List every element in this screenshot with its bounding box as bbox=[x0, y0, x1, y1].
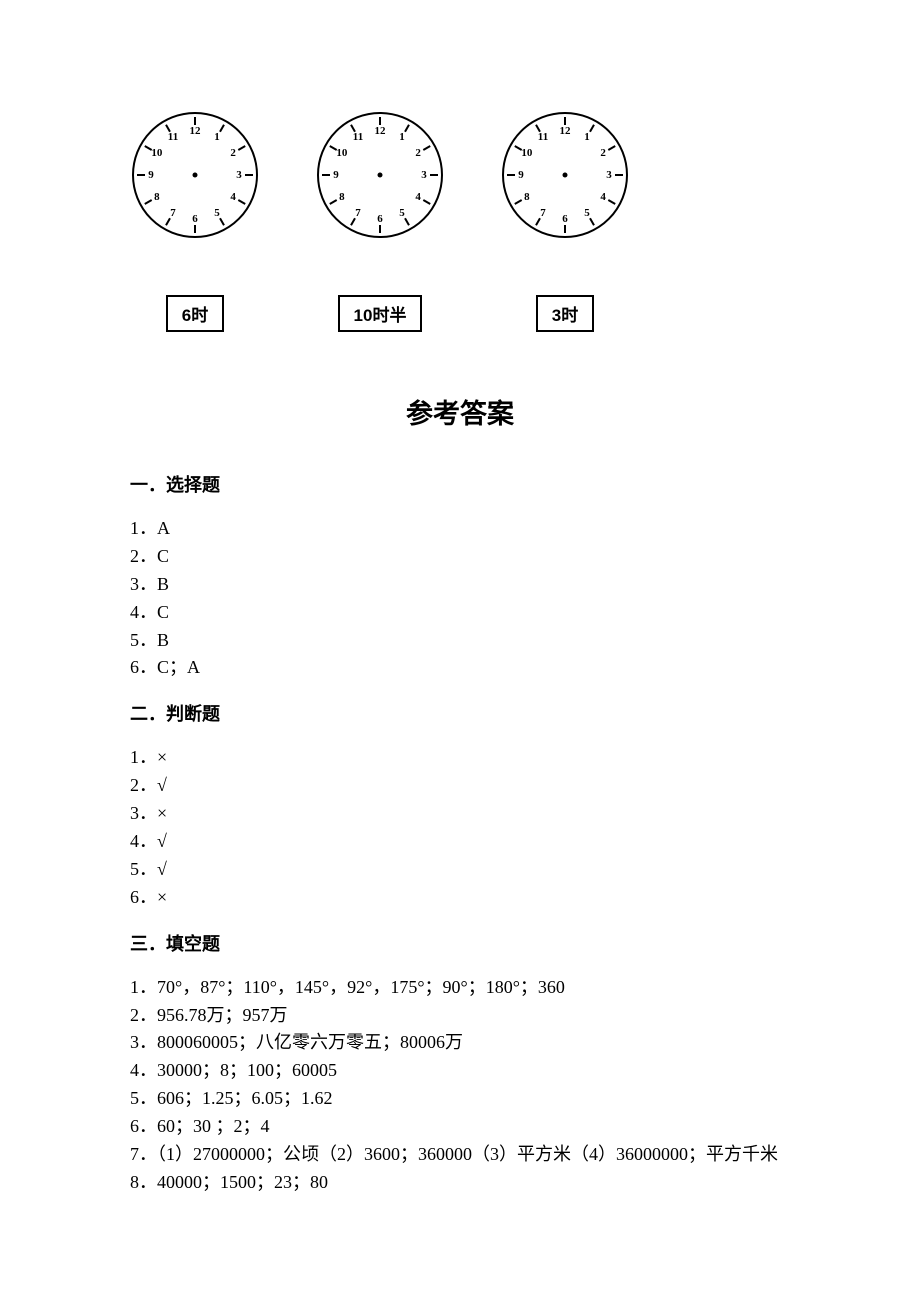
clock-face-2: 123456789101112 bbox=[315, 110, 445, 240]
answer-item: 8．40000；1500；23；80 bbox=[130, 1169, 790, 1197]
section-heading: 三．填空题 bbox=[130, 930, 790, 956]
answer-list: 1．70°，87°；110°，145°，92°，175°；90°；180°；36… bbox=[130, 974, 790, 1197]
clock-face-3: 123456789101112 bbox=[500, 110, 630, 240]
clock-2: 123456789101112 bbox=[315, 110, 445, 240]
answer-item: 2．√ bbox=[130, 772, 790, 800]
svg-text:10: 10 bbox=[521, 147, 533, 159]
clock-label-slot-2: 10时半 bbox=[315, 295, 445, 332]
svg-text:4: 4 bbox=[415, 191, 421, 203]
clock-label-1: 6时 bbox=[166, 295, 224, 332]
answer-item: 7．（1）27000000；公顷（2）3600；360000（3）平方米（4）3… bbox=[130, 1141, 790, 1169]
svg-text:4: 4 bbox=[600, 191, 606, 203]
section-heading: 二．判断题 bbox=[130, 700, 790, 726]
section-heading: 一．选择题 bbox=[130, 471, 790, 497]
answer-item: 6．× bbox=[130, 884, 790, 912]
svg-text:6: 6 bbox=[562, 213, 568, 225]
svg-text:2: 2 bbox=[230, 147, 236, 159]
svg-text:11: 11 bbox=[353, 131, 363, 143]
svg-text:8: 8 bbox=[524, 191, 530, 203]
svg-text:4: 4 bbox=[230, 191, 236, 203]
answer-item: 5．606；1.25；6.05；1.62 bbox=[130, 1085, 790, 1113]
clock-face-1: 123456789101112 bbox=[130, 110, 260, 240]
answer-item: 2．956.78万；957万 bbox=[130, 1002, 790, 1030]
svg-text:12: 12 bbox=[375, 125, 387, 137]
answer-item: 4．30000；8；100；60005 bbox=[130, 1057, 790, 1085]
answers-body: 一．选择题1．A2．C3．B4．C5．B6．C；A二．判断题1．×2．√3．×4… bbox=[130, 471, 790, 1197]
svg-text:9: 9 bbox=[148, 169, 154, 181]
svg-text:6: 6 bbox=[377, 213, 383, 225]
answer-item: 3．800060005；八亿零六万零五；80006万 bbox=[130, 1029, 790, 1057]
answer-item: 6．C；A bbox=[130, 654, 790, 682]
svg-text:6: 6 bbox=[192, 213, 198, 225]
clock-label-slot-3: 3时 bbox=[500, 295, 630, 332]
clock-label-slot-1: 6时 bbox=[130, 295, 260, 332]
svg-text:1: 1 bbox=[399, 131, 405, 143]
answer-item: 5．√ bbox=[130, 856, 790, 884]
svg-text:3: 3 bbox=[236, 169, 242, 181]
svg-text:12: 12 bbox=[560, 125, 572, 137]
svg-text:7: 7 bbox=[540, 207, 546, 219]
clock-1: 123456789101112 bbox=[130, 110, 260, 240]
answer-item: 1．× bbox=[130, 744, 790, 772]
svg-text:2: 2 bbox=[600, 147, 606, 159]
svg-text:12: 12 bbox=[190, 125, 202, 137]
svg-text:11: 11 bbox=[168, 131, 178, 143]
svg-text:7: 7 bbox=[355, 207, 361, 219]
clock-label-3: 3时 bbox=[536, 295, 594, 332]
svg-text:9: 9 bbox=[333, 169, 339, 181]
answer-item: 2．C bbox=[130, 543, 790, 571]
svg-text:9: 9 bbox=[518, 169, 524, 181]
svg-text:7: 7 bbox=[170, 207, 176, 219]
answer-item: 4．C bbox=[130, 599, 790, 627]
svg-text:1: 1 bbox=[584, 131, 590, 143]
answer-list: 1．A2．C3．B4．C5．B6．C；A bbox=[130, 515, 790, 682]
answer-item: 5．B bbox=[130, 627, 790, 655]
answer-item: 1．70°，87°；110°，145°，92°，175°；90°；180°；36… bbox=[130, 974, 790, 1002]
clock-label-2: 10时半 bbox=[338, 295, 423, 332]
svg-text:11: 11 bbox=[538, 131, 548, 143]
answer-item: 4．√ bbox=[130, 828, 790, 856]
answer-list: 1．×2．√3．×4．√5．√6．× bbox=[130, 744, 790, 911]
svg-text:3: 3 bbox=[421, 169, 427, 181]
clocks-row: 123456789101112 123456789101112 12345678… bbox=[130, 110, 790, 240]
answer-item: 3．× bbox=[130, 800, 790, 828]
clock-labels-row: 6时 10时半 3时 bbox=[130, 295, 790, 332]
svg-text:10: 10 bbox=[151, 147, 163, 159]
svg-text:5: 5 bbox=[399, 207, 405, 219]
svg-text:5: 5 bbox=[584, 207, 590, 219]
svg-text:3: 3 bbox=[606, 169, 612, 181]
svg-text:5: 5 bbox=[214, 207, 220, 219]
answer-item: 6．60；30 ；2；4 bbox=[130, 1113, 790, 1141]
clock-3: 123456789101112 bbox=[500, 110, 630, 240]
answers-title: 参考答案 bbox=[130, 392, 790, 431]
svg-text:10: 10 bbox=[336, 147, 348, 159]
svg-text:1: 1 bbox=[214, 131, 220, 143]
svg-text:8: 8 bbox=[154, 191, 160, 203]
answer-item: 3．B bbox=[130, 571, 790, 599]
svg-text:2: 2 bbox=[415, 147, 421, 159]
svg-text:8: 8 bbox=[339, 191, 345, 203]
answer-item: 1．A bbox=[130, 515, 790, 543]
